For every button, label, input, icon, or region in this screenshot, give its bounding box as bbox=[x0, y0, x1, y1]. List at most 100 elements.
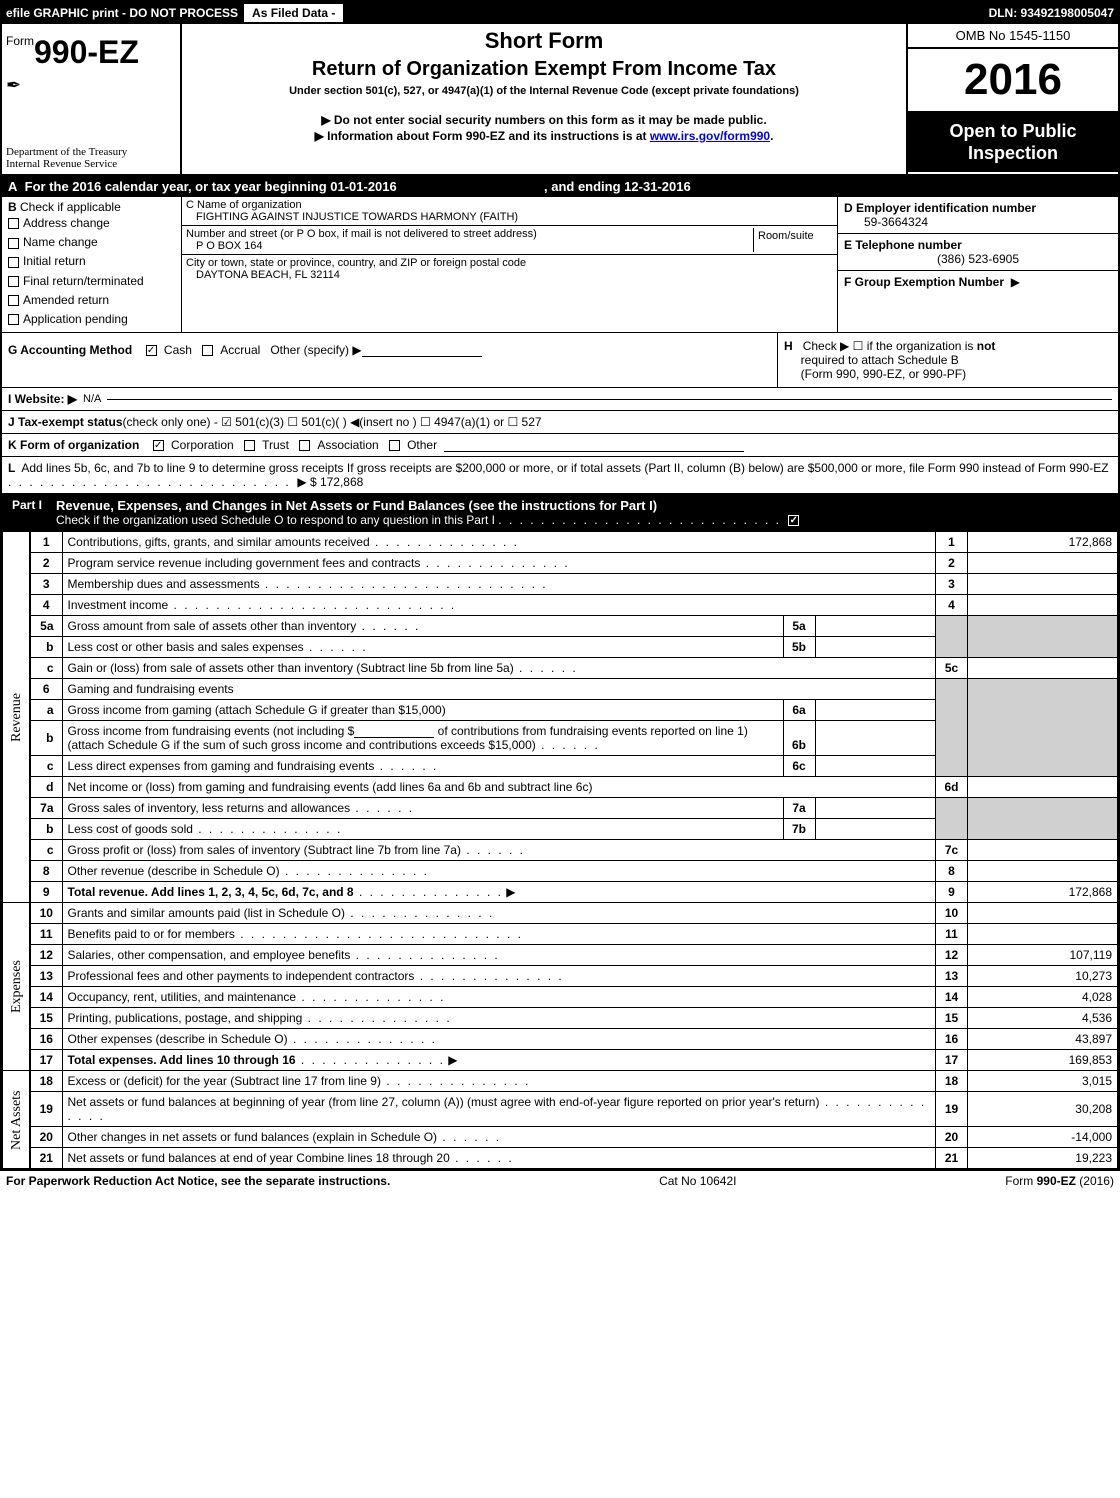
check-assoc[interactable] bbox=[299, 440, 310, 451]
instr-link-line: ▶ Information about Form 990-EZ and its … bbox=[186, 129, 902, 143]
website-value: N/A bbox=[83, 393, 101, 405]
section-j: J Tax-exempt status(check only one) - ☑ … bbox=[2, 411, 1118, 434]
short-form-title: Short Form bbox=[186, 28, 902, 54]
f-label: F Group Exemption Number bbox=[844, 275, 1004, 289]
label-a: A bbox=[8, 179, 17, 194]
dln-label: DLN: 93492198005047 bbox=[989, 6, 1114, 20]
open-to-public: Open to Public Inspection bbox=[908, 113, 1118, 172]
check-trust[interactable] bbox=[244, 440, 255, 451]
as-filed-box: As Filed Data - bbox=[244, 4, 343, 22]
line-12: 12 Salaries, other compensation, and emp… bbox=[3, 945, 1118, 966]
l-amount: $ 172,868 bbox=[310, 475, 363, 489]
cal-text2: , and ending bbox=[544, 179, 624, 194]
line-5b: b Less cost or other basis and sales exp… bbox=[3, 637, 1118, 658]
omb-number: OMB No 1545-1150 bbox=[908, 24, 1118, 49]
section-g: G Accounting Method Cash Accrual Other (… bbox=[2, 333, 778, 387]
h-text2: required to attach Schedule B bbox=[801, 353, 959, 367]
tax-year: 2016 bbox=[908, 49, 1118, 113]
footer-center: Cat No 10642I bbox=[659, 1174, 736, 1188]
line-11: 11 Benefits paid to or for members 11 bbox=[3, 924, 1118, 945]
check-address[interactable]: Address change bbox=[8, 214, 175, 233]
check-amended[interactable]: Amended return bbox=[8, 291, 175, 310]
line-9: 9 Total revenue. Add lines 1, 2, 3, 4, 5… bbox=[3, 882, 1118, 903]
check-final[interactable]: Final return/terminated bbox=[8, 272, 175, 291]
footer: For Paperwork Reduction Act Notice, see … bbox=[0, 1171, 1120, 1191]
part1-subtitle: (see the instructions for Part I) bbox=[469, 498, 658, 513]
irs-link[interactable]: www.irs.gov/form990 bbox=[650, 129, 770, 143]
footer-left: For Paperwork Reduction Act Notice, see … bbox=[6, 1174, 390, 1188]
line-7a: 7a Gross sales of inventory, less return… bbox=[3, 798, 1118, 819]
check-initial[interactable]: Initial return bbox=[8, 252, 175, 271]
part1-check-text: Check if the organization used Schedule … bbox=[56, 513, 495, 527]
check-cash[interactable] bbox=[146, 345, 157, 356]
phone-value: (386) 523-6905 bbox=[844, 252, 1112, 266]
l-text: Add lines 5b, 6c, and 7b to line 9 to de… bbox=[21, 461, 1108, 475]
efile-label: efile GRAPHIC print - DO NOT PROCESS bbox=[6, 6, 238, 20]
line-6b: b Gross income from fundraising events (… bbox=[3, 721, 1118, 756]
label-b: B bbox=[8, 200, 17, 214]
line-6a: a Gross income from gaming (attach Sched… bbox=[3, 700, 1118, 721]
f-arrow: ▶ bbox=[1011, 275, 1020, 289]
form-number: 990-EZ bbox=[34, 34, 139, 70]
e-label: E Telephone number bbox=[844, 238, 962, 252]
form-container: efile GRAPHIC print - DO NOT PROCESS As … bbox=[0, 0, 1120, 1171]
website-underline bbox=[107, 399, 1112, 400]
efile-bar: efile GRAPHIC print - DO NOT PROCESS As … bbox=[2, 2, 1118, 24]
l-label: L bbox=[8, 461, 15, 475]
g-label: G Accounting Method bbox=[8, 343, 132, 357]
side-netassets: Net Assets bbox=[3, 1071, 31, 1169]
ein-value: 59-3664324 bbox=[844, 215, 1112, 229]
b-title: Check if applicable bbox=[20, 200, 121, 214]
check-corp[interactable] bbox=[153, 440, 164, 451]
under-section: Under section 501(c), 527, or 4947(a)(1)… bbox=[186, 85, 902, 97]
part1-title: Revenue, Expenses, and Changes in Net As… bbox=[56, 498, 465, 513]
line-8: 8 Other revenue (describe in Schedule O)… bbox=[3, 861, 1118, 882]
line-19: 19 Net assets or fund balances at beginn… bbox=[3, 1092, 1118, 1127]
other-specify-line[interactable] bbox=[362, 345, 482, 357]
section-l: L Add lines 5b, 6c, and 7b to line 9 to … bbox=[2, 457, 1118, 494]
part1-table: Revenue 1 Contributions, gifts, grants, … bbox=[2, 531, 1118, 1169]
j-label: J Tax-exempt status bbox=[8, 415, 123, 429]
side-revenue: Revenue bbox=[3, 532, 31, 903]
line-20: 20 Other changes in net assets or fund b… bbox=[3, 1127, 1118, 1148]
cal-end: 12-31-2016 bbox=[624, 179, 691, 194]
line-3: 3 Membership dues and assessments 3 bbox=[3, 574, 1118, 595]
line-10: Expenses 10 Grants and similar amounts p… bbox=[3, 903, 1118, 924]
section-b: B Check if applicable Address change Nam… bbox=[2, 197, 182, 332]
org-city: DAYTONA BEACH, FL 32114 bbox=[186, 269, 833, 281]
check-accrual[interactable] bbox=[202, 345, 213, 356]
cal-begin: 01-01-2016 bbox=[330, 179, 397, 194]
check-name[interactable]: Name change bbox=[8, 233, 175, 252]
j-text: (check only one) - ☑ 501(c)(3) ☐ 501(c)(… bbox=[123, 415, 542, 429]
instr2-prefix: ▶ Information about Form 990-EZ and its … bbox=[315, 129, 650, 143]
footer-right: Form 990-EZ (2016) bbox=[1005, 1174, 1114, 1188]
line-2: 2 Program service revenue including gove… bbox=[3, 553, 1118, 574]
check-other[interactable] bbox=[389, 440, 400, 451]
line-6d: d Net income or (loss) from gaming and f… bbox=[3, 777, 1118, 798]
cal-text1: For the 2016 calendar year, or tax year … bbox=[25, 179, 331, 194]
d-label: D Employer identification number bbox=[844, 201, 1036, 215]
h-label: H bbox=[784, 339, 793, 353]
line-6c: c Less direct expenses from gaming and f… bbox=[3, 756, 1118, 777]
line-6: 6 Gaming and fundraising events bbox=[3, 679, 1118, 700]
line-7b: b Less cost of goods sold 7b bbox=[3, 819, 1118, 840]
section-gh: G Accounting Method Cash Accrual Other (… bbox=[2, 333, 1118, 388]
line-13: 13 Professional fees and other payments … bbox=[3, 966, 1118, 987]
check-pending[interactable]: Application pending bbox=[8, 310, 175, 329]
line-18: Net Assets 18 Excess or (deficit) for th… bbox=[3, 1071, 1118, 1092]
line-17: 17 Total expenses. Add lines 10 through … bbox=[3, 1050, 1118, 1071]
header-right: OMB No 1545-1150 2016 Open to Public Ins… bbox=[908, 24, 1118, 176]
line-7c: c Gross profit or (loss) from sales of i… bbox=[3, 840, 1118, 861]
header-left: Form990-EZ ✒ Department of the Treasury … bbox=[2, 24, 182, 176]
dept-treasury: Department of the Treasury bbox=[6, 146, 176, 158]
efile-icon: ✒ bbox=[6, 75, 176, 96]
side-expenses: Expenses bbox=[3, 903, 31, 1071]
instr2-suffix: . bbox=[770, 129, 773, 143]
other-org-line[interactable] bbox=[444, 440, 744, 452]
part1-header: Part I Revenue, Expenses, and Changes in… bbox=[2, 494, 1118, 531]
k-label: K Form of organization bbox=[8, 438, 139, 452]
header-center: Short Form Return of Organization Exempt… bbox=[182, 24, 908, 176]
i-label: I Website: ▶ bbox=[8, 392, 77, 406]
part1-check[interactable] bbox=[788, 515, 799, 526]
part1-label: Part I bbox=[8, 498, 46, 512]
